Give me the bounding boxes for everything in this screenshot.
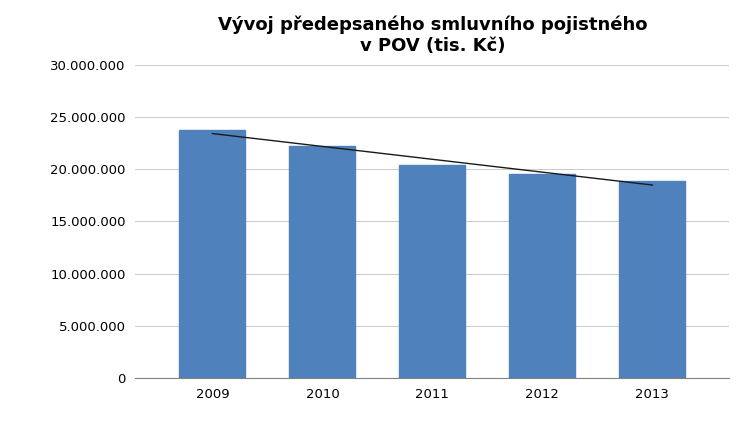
Bar (180, 130, 245, 378)
Bar (399, 165, 465, 378)
Title: Vývoj předepsaného smluvního pojistného
v POV (tis. Kč): Vývoj předepsaného smluvního pojistného … (217, 15, 647, 55)
Bar (620, 181, 685, 378)
Bar (509, 175, 575, 378)
Bar (290, 146, 356, 378)
